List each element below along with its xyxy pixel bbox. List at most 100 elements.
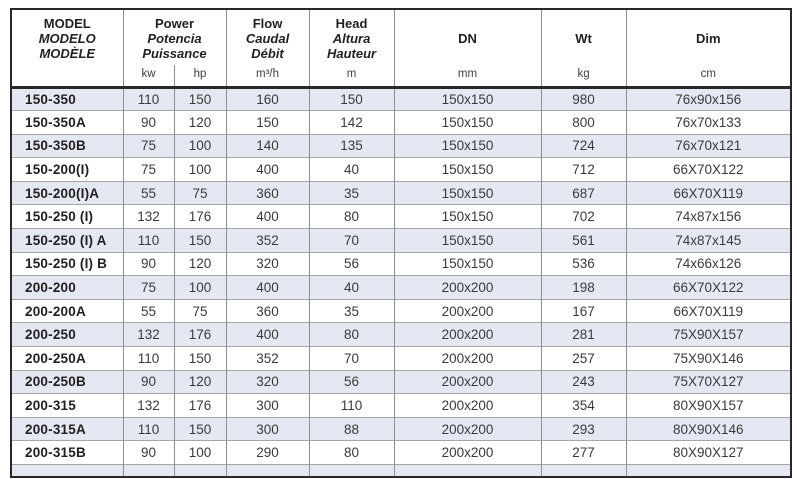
model-cell: 200-250B	[11, 369, 123, 394]
table-row: 200-250A 110 150 352 70 200x200 257 75X90X146	[11, 346, 792, 371]
model-cell: 150-350A	[11, 110, 123, 135]
model-cell: 200-315A	[11, 416, 123, 441]
table-row: 200-315A 110 150 300 88 200x200 293 80X90X146	[11, 416, 792, 441]
dim-cell: 66X70X119	[625, 180, 792, 205]
pump-spec-table: MODEL MODELO MODÈLE Power Potencia Puiss…	[10, 8, 793, 478]
wt-cell: 293	[540, 416, 627, 441]
kw-cell: 75	[122, 275, 174, 300]
hp-cell: 75	[173, 180, 227, 205]
dn-cell: 150x150	[393, 110, 542, 135]
model-cell: 200-250	[11, 322, 123, 347]
wt-cell: 724	[540, 133, 627, 158]
unit-kw: kw	[122, 65, 174, 89]
table-row: 150-200(I) 75 100 400 40 150x150 712 66X70X122	[11, 157, 792, 182]
head-cell: 150	[308, 87, 395, 111]
wt-cell: 702	[540, 204, 627, 229]
head-cell: 135	[308, 133, 395, 158]
model-cell: 200-200	[11, 275, 123, 300]
dn-cell: 200x200	[393, 322, 542, 347]
clipped-cell	[625, 464, 792, 477]
dn-cell: 150x150	[393, 133, 542, 158]
kw-cell: 55	[122, 180, 174, 205]
hp-cell: 100	[173, 133, 227, 158]
head-cell: 88	[308, 416, 395, 441]
wt-cell: 980	[540, 87, 627, 111]
table-row: 200-200A 55 75 360 35 200x200 167 66X70X119	[11, 298, 792, 323]
model-cell: 200-200A	[11, 298, 123, 323]
head-cell: 80	[308, 440, 395, 465]
flow-cell: 300	[225, 416, 310, 441]
kw-cell: 110	[122, 87, 174, 111]
header-model-en: MODEL	[43, 16, 91, 31]
model-cell: 150-350	[25, 91, 76, 107]
table-row: 150-250 (I) A 110 150 352 70 150x150 561 74x87x…	[11, 228, 792, 253]
hp-cell: 120	[173, 251, 227, 276]
head-cell: 70	[308, 346, 395, 371]
table-row: 200-250B 90 120 320 56 200x200 243 75X70X127	[11, 369, 792, 394]
hp-cell: 100	[173, 440, 227, 465]
model-cell: 150-350B	[11, 133, 123, 158]
flow-cell: 400	[225, 275, 310, 300]
table-row-clipped	[11, 464, 792, 477]
hp-cell: 150	[173, 228, 227, 253]
header-units-row: kw hp m³/h m mm kg cm	[11, 65, 792, 89]
kw-cell: 75	[122, 157, 174, 182]
flow-cell: 320	[225, 369, 310, 394]
header-head-en: Head	[335, 16, 368, 31]
flow-cell: 160	[225, 87, 310, 111]
clipped-cell	[308, 464, 395, 477]
table-row: 150-350 110 150 160 150 150x150 980 76x90x156	[11, 87, 792, 111]
model-cell: 200-250A	[11, 346, 123, 371]
hp-cell: 150	[173, 346, 227, 371]
wt-cell: 257	[540, 346, 627, 371]
clipped-cell	[11, 464, 123, 477]
dn-cell: 150x150	[393, 157, 542, 182]
clipped-cell	[540, 464, 627, 477]
model-cell: 150-250 (I) B	[11, 251, 123, 276]
dn-cell: 200x200	[393, 393, 542, 418]
dim-cell: 75X70X127	[625, 369, 792, 394]
dn-cell: 150x150	[393, 228, 542, 253]
head-cell: 35	[308, 298, 395, 323]
header-power-fr: Puissance	[142, 46, 207, 61]
dim-cell: 66X70X122	[625, 157, 792, 182]
dim-cell: 66X70X119	[625, 298, 792, 323]
header-flow-es: Caudal	[245, 31, 290, 46]
wt-cell: 354	[540, 393, 627, 418]
dim-cell: 74x66x126	[625, 251, 792, 276]
hp-cell: 176	[173, 393, 227, 418]
unit-dn: mm	[393, 65, 542, 89]
flow-cell: 300	[225, 393, 310, 418]
flow-cell: 320	[225, 251, 310, 276]
hp-cell: 150	[173, 416, 227, 441]
header-flow-fr: Débit	[251, 46, 284, 61]
dn-cell: 200x200	[393, 416, 542, 441]
model-cell: 150-200(I)	[11, 157, 123, 182]
head-cell: 40	[308, 157, 395, 182]
header-model-fr: MODÈLE	[39, 46, 96, 61]
header-dn: DN	[393, 9, 542, 65]
head-cell: 56	[308, 251, 395, 276]
wt-cell: 800	[540, 110, 627, 135]
hp-cell: 176	[173, 322, 227, 347]
table-header: MODEL MODELO MODÈLE Power Potencia Puiss…	[11, 9, 792, 89]
dim-cell: 76x70x121	[625, 133, 792, 158]
dn-cell: 150x150	[393, 180, 542, 205]
clipped-cell	[122, 464, 174, 477]
wt-cell: 198	[540, 275, 627, 300]
wt-cell: 712	[540, 157, 627, 182]
unit-model-empty	[11, 65, 123, 89]
header-power: Power Potencia Puissance	[122, 9, 227, 65]
dim-cell: 76x90x156	[625, 87, 792, 111]
wt-cell: 167	[540, 298, 627, 323]
table-body: 150-350 110 150 160 150 150x150 980 76x90x156 15…	[11, 87, 792, 477]
dn-cell: 200x200	[393, 298, 542, 323]
unit-head: m	[308, 65, 395, 89]
kw-cell: 132	[122, 322, 174, 347]
model-cell: 200-315B	[11, 440, 123, 465]
head-cell: 40	[308, 275, 395, 300]
table-row: 150-350B 75 100 140 135 150x150 724 76x70x121	[11, 133, 792, 158]
wt-cell: 277	[540, 440, 627, 465]
hp-cell: 120	[173, 110, 227, 135]
